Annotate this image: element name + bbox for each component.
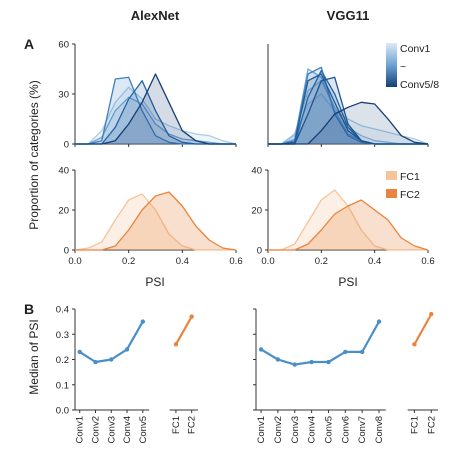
B_vgg-xtick-label-fc1: FC1 bbox=[409, 416, 420, 434]
B_alexnet-ytick-label: 0.0 bbox=[56, 406, 69, 417]
A_vgg_conv-series-6-area bbox=[268, 77, 428, 144]
B_alexnet-fc-line bbox=[174, 316, 193, 345]
B_alexnet-conv-line bbox=[79, 321, 144, 364]
B_vgg-xtick-label-conv7: Conv7 bbox=[357, 416, 368, 443]
panel-letter-b: B bbox=[24, 301, 34, 317]
legend-fc1-label: FC1 bbox=[400, 171, 420, 183]
B_vgg-conv-point-6 bbox=[343, 349, 348, 355]
B_alexnet-xtick-label-conv3: Conv3 bbox=[106, 416, 117, 443]
A_vgg_fc-series-1-area bbox=[268, 200, 428, 250]
B_alexnet-fc-point-2 bbox=[189, 314, 194, 319]
legend-conv-mid: ~ bbox=[400, 61, 406, 73]
B_vgg-xtick-label-conv6: Conv6 bbox=[340, 416, 351, 443]
legend-fc1-swatch bbox=[386, 171, 397, 180]
A_alexnet_conv-ytick-label: 60 bbox=[58, 40, 69, 51]
A_vgg_fc-ytick-label: 0 bbox=[257, 246, 262, 257]
B_alexnet-conv-point-3 bbox=[109, 357, 114, 362]
B_vgg-conv-point-7 bbox=[359, 349, 365, 355]
col-title-vgg11: VGG11 bbox=[327, 8, 370, 23]
A_alexnet_conv-series-0-area bbox=[75, 87, 236, 144]
B_vgg-xtick-label-conv8: Conv8 bbox=[374, 416, 385, 443]
xlabel-psi-alexnet: PSI bbox=[145, 275, 164, 289]
legend-conv-bottom: Conv5/8 bbox=[400, 79, 439, 91]
A_vgg_conv-series-4-area bbox=[268, 74, 428, 144]
A_alexnet_fc-xtick-label: 0.2 bbox=[122, 256, 135, 267]
B_vgg-fc-point-2 bbox=[429, 311, 434, 317]
A_alexnet_fc-xtick-label: 0.6 bbox=[229, 256, 242, 267]
A_alexnet_conv-series-0-line bbox=[75, 86, 237, 145]
B_alexnet-xtick-label-fc1: FC1 bbox=[171, 416, 182, 434]
B_alexnet-ytick-label: 0.2 bbox=[56, 355, 69, 366]
A_alexnet_fc-xtick-label: 0.4 bbox=[176, 256, 189, 267]
B_alexnet-conv-point-4 bbox=[124, 347, 130, 352]
legend-conv-colorbar bbox=[386, 43, 397, 87]
legend-fc2-swatch bbox=[386, 189, 397, 198]
B_vgg-xtick-label-conv2: Conv2 bbox=[273, 416, 284, 443]
B_alexnet-conv-point-2 bbox=[93, 359, 98, 365]
legend-conv-top: Conv1 bbox=[400, 43, 431, 55]
A_alexnet_fc-series-1-line bbox=[75, 191, 237, 251]
B_vgg-xtick-label-conv3: Conv3 bbox=[290, 416, 301, 443]
A_vgg_fc-xtick-label: 0.0 bbox=[261, 256, 274, 267]
A_alexnet_conv-series-1-area bbox=[75, 97, 236, 144]
B_vgg-conv-point-2 bbox=[275, 357, 281, 362]
legend-fc2-label: FC2 bbox=[400, 189, 420, 201]
A_alexnet_conv-ytick-label: 30 bbox=[58, 90, 69, 101]
B_alexnet-ytick-label: 0.4 bbox=[56, 305, 69, 316]
A_alexnet_fc-series-0-line bbox=[74, 193, 236, 251]
xlabel-psi-vgg11: PSI bbox=[338, 275, 357, 289]
A_alexnet_fc-ytick-label: 0 bbox=[64, 246, 69, 257]
B_alexnet-xtick-label-conv4: Conv4 bbox=[122, 416, 133, 443]
B_vgg-fc-point-1 bbox=[412, 342, 417, 347]
ylabel-panel-a: Proportion of categories (%) bbox=[27, 80, 41, 229]
panel-letter-a: A bbox=[24, 36, 34, 52]
A_alexnet_fc-ytick-label: 20 bbox=[58, 206, 69, 217]
A_alexnet_fc-ytick-label: 40 bbox=[58, 166, 69, 177]
B_vgg-xtick-label-conv5: Conv5 bbox=[323, 416, 334, 443]
B_alexnet-xtick-label-conv2: Conv2 bbox=[91, 416, 102, 443]
col-title-alexnet: AlexNet bbox=[131, 8, 180, 23]
plot-layer: 0 30 60 0 20 40 0.0 0.2 0.4 0.6 0 20 40 0.0 0.2 0.4 0.6 0… bbox=[56, 40, 438, 443]
B_alexnet-conv-point-5 bbox=[140, 319, 146, 324]
B_alexnet-xtick-label-conv1: Conv1 bbox=[75, 416, 86, 443]
A_alexnet_conv-series-4-line bbox=[75, 73, 236, 145]
B_alexnet-conv-point-1 bbox=[77, 349, 82, 355]
A_vgg_conv-series-2-area bbox=[268, 69, 428, 144]
B_vgg-conv-line bbox=[260, 321, 380, 366]
B_alexnet-xtick-label-conv5: Conv5 bbox=[138, 416, 149, 443]
B_alexnet-ytick-label: 0.3 bbox=[56, 330, 69, 341]
ylabel-panel-b: Median of PSI bbox=[27, 319, 41, 394]
B_vgg-xtick-label-conv4: Conv4 bbox=[307, 416, 318, 443]
A_vgg_conv-series-3-area bbox=[268, 67, 428, 144]
A_alexnet_fc-xtick-label: 0.0 bbox=[68, 256, 81, 267]
B_alexnet-fc-point-1 bbox=[173, 342, 179, 347]
A_vgg_fc-ytick-label: 40 bbox=[251, 166, 262, 177]
A_vgg_fc-xtick-label: 0.4 bbox=[368, 256, 381, 267]
B_vgg-fc-line bbox=[413, 313, 433, 345]
B_alexnet-ytick-label: 0.1 bbox=[56, 380, 69, 391]
B_vgg-conv-point-1 bbox=[258, 347, 264, 352]
A_vgg_conv-series-7-area bbox=[268, 102, 428, 144]
B_vgg-conv-point-4 bbox=[309, 359, 314, 365]
A_alexnet_conv-ytick-label: 0 bbox=[64, 140, 69, 151]
A_vgg_fc-ytick-label: 20 bbox=[251, 206, 262, 217]
B_vgg-xtick-label-conv1: Conv1 bbox=[256, 416, 267, 443]
B_alexnet-xtick-label-fc2: FC2 bbox=[187, 416, 198, 434]
B_vgg-conv-point-5 bbox=[326, 359, 331, 365]
A_alexnet_fc-series-0-area bbox=[75, 194, 236, 250]
A_vgg_fc-xtick-label: 0.2 bbox=[315, 256, 328, 267]
A_alexnet_conv-series-1-line bbox=[75, 96, 236, 145]
B_vgg-conv-point-3 bbox=[292, 362, 297, 367]
B_vgg-xtick-label-fc2: FC2 bbox=[426, 416, 437, 434]
A_vgg_fc-series-0-area bbox=[268, 190, 428, 250]
A_vgg_fc-series-1-line bbox=[268, 199, 429, 251]
A_vgg_fc-xtick-label: 0.6 bbox=[421, 256, 434, 267]
B_vgg-conv-point-8 bbox=[376, 319, 382, 324]
A_alexnet_conv-series-4-area bbox=[75, 74, 236, 144]
A_vgg_conv-series-5-area bbox=[268, 70, 428, 144]
A_alexnet_fc-series-1-area bbox=[75, 192, 236, 250]
A_vgg_conv-series-7-line bbox=[268, 101, 429, 145]
